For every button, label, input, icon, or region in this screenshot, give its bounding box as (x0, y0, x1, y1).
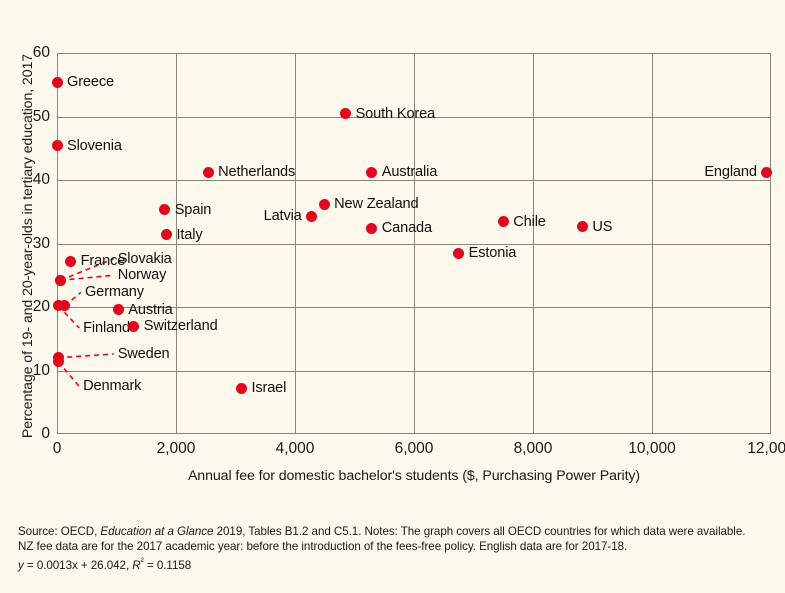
point-label-canada: Canada (381, 220, 432, 237)
data-point-england[interactable] (761, 166, 773, 178)
data-point-germany[interactable] (59, 300, 71, 312)
x-tick-label: 4,000 (275, 440, 315, 457)
y-tick-label: 30 (32, 234, 50, 252)
data-point-australia[interactable] (366, 166, 378, 178)
point-label-greece: Greece (67, 74, 114, 91)
point-label-us: US (592, 218, 613, 235)
data-point-switzerland[interactable] (128, 320, 140, 332)
point-label-germany: Germany (84, 284, 144, 301)
source-note: Source: OECD, Education at a Glance 2019… (18, 524, 770, 573)
data-point-israel[interactable] (235, 382, 247, 394)
point-label-latvia: Latvia (263, 208, 302, 225)
point-label-israel: Israel (251, 380, 287, 397)
gridline-vertical (652, 53, 653, 434)
point-label-chile: Chile (513, 213, 546, 230)
equation-body: = 0.0013x + 26.042, (23, 559, 133, 573)
point-label-austria: Austria (128, 301, 173, 318)
point-label-south-korea: South Korea (355, 105, 436, 122)
y-tick-label: 40 (32, 171, 50, 188)
data-point-south-korea[interactable] (340, 108, 352, 120)
data-point-canada[interactable] (366, 222, 378, 234)
point-label-estonia: Estonia (468, 245, 517, 262)
point-label-netherlands: Netherlands (218, 164, 296, 181)
source-line-2: NZ fee data are for the 2017 academic ye… (18, 540, 628, 554)
point-label-norway: Norway (117, 267, 167, 284)
x-tick-label: 10,000 (628, 440, 676, 457)
data-point-latvia[interactable] (306, 210, 318, 222)
trendline-equation: y = 0.0013x + 26.042, R² = 0.1158 (18, 554, 770, 573)
y-tick-label: 50 (32, 107, 50, 125)
x-axis-title: Annual fee for domestic bachelor's stude… (187, 468, 641, 484)
gridline-vertical (176, 53, 177, 434)
point-label-denmark: Denmark (83, 378, 142, 395)
point-label-england: England (704, 164, 757, 181)
y-tick-label: 10 (32, 361, 50, 379)
point-label-finland: Finland (83, 319, 130, 336)
data-point-new-zealand[interactable] (318, 198, 330, 210)
x-tick-label: 8,000 (513, 440, 553, 457)
point-label-sweden: Sweden (117, 345, 170, 362)
source-publication-title: Education at a Glance (100, 525, 214, 538)
point-label-slovakia: Slovakia (117, 250, 172, 267)
equation-y-var: y (18, 559, 24, 573)
x-tick-label: 2,000 (156, 440, 196, 457)
gridline-vertical (295, 53, 296, 434)
data-point-austria[interactable] (112, 304, 124, 316)
data-point-norway[interactable] (55, 274, 67, 286)
gridline-vertical (533, 53, 534, 434)
source-line-1: Source: OECD, Education at a Glance 2019… (18, 525, 745, 538)
point-label-switzerland: Switzerland (143, 318, 218, 335)
data-point-netherlands[interactable] (202, 166, 214, 178)
x-tick-label: 6,000 (394, 440, 434, 457)
equation-r2-value: = 0.1158 (143, 559, 192, 573)
plot-area: Greece Slovenia Netherlands Australia Englan… (51, 53, 773, 434)
data-point-slovenia[interactable] (51, 140, 63, 152)
data-point-italy[interactable] (160, 229, 172, 241)
y-tick-label: 20 (32, 298, 50, 315)
source-text-b: 2019, Tables B1.2 and C5.1. Notes: The g… (213, 525, 746, 538)
x-tick-label: 12,000 (747, 440, 785, 457)
point-label-spain: Spain (174, 201, 212, 218)
data-point-finland[interactable] (52, 300, 64, 312)
source-text-a: Source: OECD, (18, 525, 101, 538)
data-point-chile[interactable] (497, 216, 509, 228)
y-tick-label: 0 (41, 425, 50, 442)
equation-superscript: ² (140, 556, 144, 568)
equation-r-var: R (132, 559, 141, 573)
x-tick-label: 0 (52, 440, 62, 457)
data-point-france[interactable] (65, 255, 77, 267)
point-label-australia: Australia (381, 164, 438, 181)
point-label-new-zealand: New Zealand (334, 196, 419, 213)
point-label-france: France (80, 253, 126, 270)
data-point-denmark[interactable] (52, 356, 64, 368)
point-label-slovenia: Slovenia (67, 137, 122, 154)
data-point-greece[interactable] (51, 76, 63, 88)
data-point-estonia[interactable] (453, 247, 465, 259)
data-point-us[interactable] (576, 221, 588, 233)
data-point-spain[interactable] (159, 204, 171, 216)
y-tick-label: 60 (32, 44, 50, 61)
plot-frame (57, 53, 771, 434)
gridline-vertical (414, 53, 415, 434)
point-label-italy: Italy (176, 226, 203, 243)
